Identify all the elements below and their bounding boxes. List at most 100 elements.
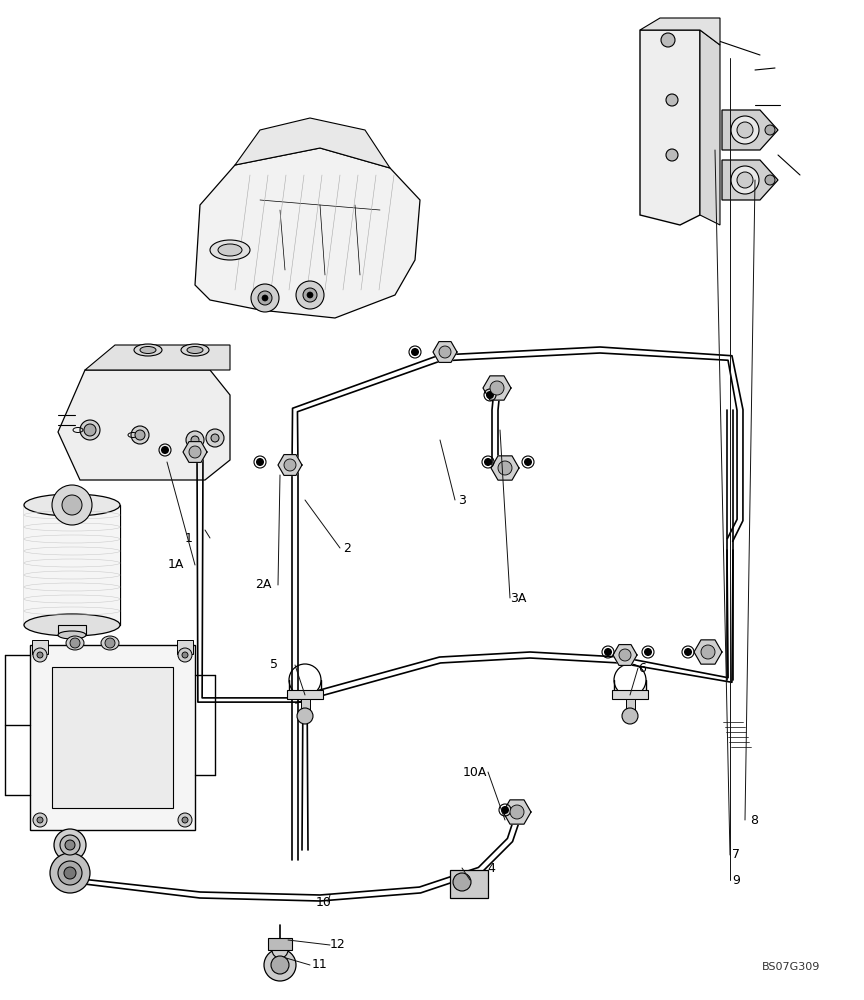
Circle shape — [50, 853, 90, 893]
Circle shape — [524, 458, 532, 466]
Polygon shape — [491, 456, 519, 480]
Polygon shape — [183, 442, 207, 462]
Text: 9: 9 — [732, 874, 740, 886]
Circle shape — [70, 638, 80, 648]
Polygon shape — [503, 800, 531, 824]
Circle shape — [666, 149, 678, 161]
Circle shape — [622, 708, 638, 724]
Text: BS07G309: BS07G309 — [762, 962, 820, 972]
Text: 1: 1 — [185, 532, 193, 544]
Circle shape — [604, 648, 612, 656]
Circle shape — [453, 873, 471, 891]
Circle shape — [186, 431, 204, 449]
Ellipse shape — [140, 347, 156, 354]
Ellipse shape — [24, 614, 120, 636]
Bar — [52, 667, 173, 808]
Bar — [58, 625, 86, 635]
Circle shape — [191, 436, 199, 444]
Circle shape — [307, 292, 313, 298]
Polygon shape — [278, 455, 302, 475]
Circle shape — [684, 648, 692, 656]
Circle shape — [666, 94, 678, 106]
Bar — [268, 938, 292, 950]
Circle shape — [439, 346, 451, 358]
Circle shape — [490, 381, 504, 395]
Text: 2: 2 — [343, 542, 351, 554]
Ellipse shape — [101, 636, 119, 650]
Circle shape — [65, 840, 75, 850]
Text: 6: 6 — [638, 662, 646, 674]
Circle shape — [737, 172, 753, 188]
Bar — [612, 690, 648, 699]
Text: 5: 5 — [270, 658, 278, 672]
Circle shape — [411, 348, 419, 356]
Bar — [287, 690, 323, 699]
Text: 4: 4 — [487, 861, 495, 874]
Text: 2A: 2A — [255, 578, 271, 591]
Polygon shape — [58, 370, 230, 480]
Ellipse shape — [66, 636, 84, 650]
Circle shape — [737, 122, 753, 138]
Circle shape — [33, 813, 47, 827]
Circle shape — [765, 125, 775, 135]
Circle shape — [178, 648, 192, 662]
Circle shape — [264, 949, 296, 981]
Circle shape — [37, 652, 43, 658]
Circle shape — [182, 817, 188, 823]
Circle shape — [765, 175, 775, 185]
Circle shape — [189, 446, 201, 458]
Bar — [301, 699, 310, 715]
Circle shape — [731, 166, 759, 194]
Circle shape — [135, 430, 145, 440]
Circle shape — [272, 942, 288, 958]
Circle shape — [296, 281, 324, 309]
Circle shape — [498, 461, 512, 475]
Text: 8: 8 — [750, 814, 758, 826]
Text: 1A: 1A — [168, 558, 184, 572]
Circle shape — [484, 458, 492, 466]
Text: 3A: 3A — [510, 591, 526, 604]
Polygon shape — [722, 160, 778, 200]
Ellipse shape — [181, 344, 209, 356]
Circle shape — [52, 485, 92, 525]
Circle shape — [501, 806, 509, 814]
Circle shape — [58, 861, 82, 885]
Circle shape — [84, 424, 96, 436]
Polygon shape — [694, 640, 722, 664]
Polygon shape — [85, 345, 230, 370]
Text: 7: 7 — [732, 848, 740, 861]
Polygon shape — [700, 30, 720, 225]
Ellipse shape — [210, 240, 250, 260]
Bar — [30, 645, 195, 830]
Circle shape — [644, 648, 652, 656]
Ellipse shape — [24, 494, 120, 516]
Circle shape — [661, 33, 675, 47]
Ellipse shape — [134, 344, 162, 356]
Circle shape — [303, 288, 317, 302]
Polygon shape — [433, 342, 457, 362]
Circle shape — [701, 645, 715, 659]
Circle shape — [54, 829, 86, 861]
Circle shape — [80, 420, 100, 440]
Circle shape — [211, 434, 219, 442]
Circle shape — [37, 817, 43, 823]
Polygon shape — [235, 118, 390, 168]
Text: 11: 11 — [312, 958, 327, 972]
Circle shape — [258, 291, 272, 305]
Circle shape — [731, 116, 759, 144]
Circle shape — [33, 648, 47, 662]
Circle shape — [62, 495, 82, 515]
Bar — [32, 640, 48, 654]
Polygon shape — [483, 376, 511, 400]
Ellipse shape — [58, 631, 86, 639]
Circle shape — [510, 805, 524, 819]
Circle shape — [64, 867, 76, 879]
Polygon shape — [722, 110, 778, 150]
Polygon shape — [195, 148, 420, 318]
Circle shape — [161, 446, 169, 454]
Circle shape — [206, 429, 224, 447]
Polygon shape — [640, 30, 700, 225]
Bar — [450, 870, 488, 898]
Polygon shape — [613, 645, 637, 665]
Circle shape — [619, 649, 631, 661]
